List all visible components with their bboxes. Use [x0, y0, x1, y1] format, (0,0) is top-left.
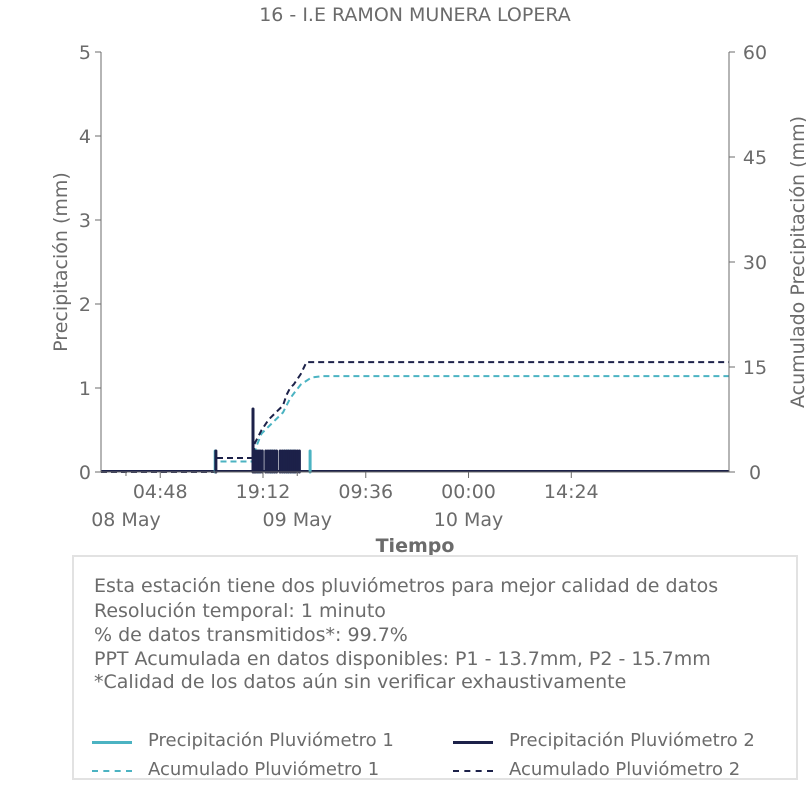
info-line-transmitted: % de datos transmitidos*: 99.7% — [94, 624, 408, 646]
y2-tick-label-4: 60 — [743, 42, 767, 64]
y-tick-label-4: 4 — [79, 126, 91, 148]
x-tick-label-3: 00:00 — [441, 481, 496, 503]
info-line-resolution: Resolución temporal: 1 minuto — [94, 600, 386, 622]
legend-swatch-p2-dashed — [453, 770, 493, 772]
legend-swatch-p1-solid — [92, 741, 132, 744]
x-tick-label-4: 14:24 — [544, 481, 599, 503]
y2-axis-label: Acumulado Precipitación (mm) — [787, 116, 806, 408]
x-tick-label-2: 09:36 — [338, 481, 393, 503]
legend-swatch-p2-solid — [453, 741, 493, 744]
info-box: Esta estación tiene dos pluviómetros par… — [72, 555, 798, 780]
series-accumulated-3 — [101, 361, 729, 473]
y2-tick-label-0: 0 — [749, 462, 761, 484]
y-tick-label-1: 1 — [79, 378, 91, 400]
y-tick-label-2: 2 — [79, 294, 91, 316]
date-label-2: 10 May — [434, 509, 504, 531]
info-line-accumulated: PPT Acumulada en datos disponibles: P1 -… — [94, 648, 711, 670]
y2-tick-label-3: 45 — [743, 147, 767, 169]
legend-label-accum-p2: Acumulado Pluviómetro 2 — [509, 759, 741, 780]
date-label-0: 08 May — [91, 509, 161, 531]
y-tick-label-5: 5 — [79, 42, 91, 64]
series-accumulated-2 — [101, 375, 729, 473]
y-tick-label-0: 0 — [79, 462, 91, 484]
x-tick-label-0: 04:48 — [133, 481, 188, 503]
y-tick-label-3: 3 — [79, 210, 91, 232]
date-label-1: 09 May — [263, 509, 333, 531]
info-line-quality-note: *Calidad de los datos aún sin verificar … — [94, 671, 627, 693]
legend-label-accum-p1: Acumulado Pluviómetro 1 — [148, 759, 380, 780]
info-line-stations: Esta estación tiene dos pluviómetros par… — [94, 575, 719, 597]
y2-tick-label-2: 30 — [743, 252, 767, 274]
y2-tick-label-1: 15 — [743, 357, 767, 379]
legend-swatch-p1-dashed — [92, 770, 132, 772]
x-tick-label-1: 19:12 — [236, 481, 291, 503]
series-layer — [101, 361, 729, 474]
legend-label-precip-p2: Precipitación Pluviómetro 2 — [509, 730, 755, 751]
y-axis-label: Precipitación (mm) — [50, 172, 72, 352]
precipitation-chart: 16 - I.E RAMON MUNERA LOPERA 01234501530… — [50, 4, 806, 557]
chart-title: 16 - I.E RAMON MUNERA LOPERA — [259, 4, 571, 26]
axes-layer — [100, 52, 730, 473]
legend-label-precip-p1: Precipitación Pluviómetro 1 — [148, 730, 394, 751]
x-axis-label: Tiempo — [376, 535, 455, 557]
